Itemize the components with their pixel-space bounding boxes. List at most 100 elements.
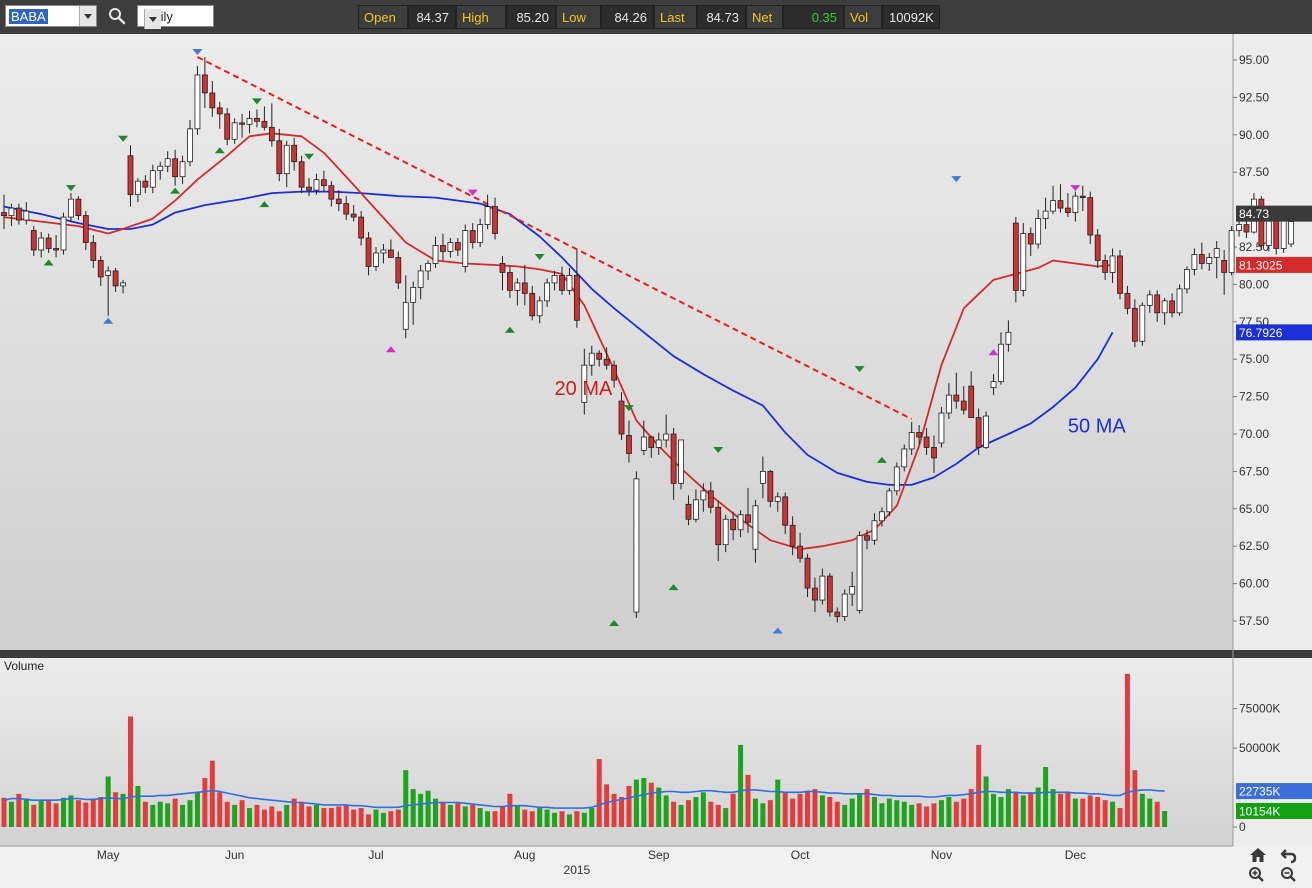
candle-body: [722, 518, 729, 546]
volume-bar: [805, 790, 811, 827]
volume-bar: [172, 798, 178, 827]
candle-body: [127, 155, 134, 196]
volume-bar: [269, 806, 275, 827]
candle-body: [536, 300, 543, 317]
volume-bar: [604, 784, 610, 827]
candle-body: [321, 179, 327, 187]
candle-body: [254, 117, 260, 122]
candle-body: [30, 230, 37, 251]
volume-bar: [165, 803, 171, 827]
candle-body: [759, 470, 766, 484]
candle-body: [603, 358, 610, 366]
volume-bar: [738, 744, 744, 827]
period-dropdown-chevron-down-icon[interactable]: [144, 9, 161, 29]
volume-bar: [1162, 810, 1168, 827]
candle-body: [38, 237, 45, 251]
candle-body: [164, 158, 171, 167]
period-select[interactable]: Daily: [137, 5, 214, 29]
volume-bar: [537, 808, 543, 827]
candle-body: [663, 433, 670, 441]
volume-bar: [16, 793, 22, 827]
price-tick-label: 95.00: [1239, 53, 1269, 67]
candle-body: [544, 282, 551, 302]
quote-last-label: Last: [654, 5, 697, 29]
candle-body: [484, 206, 491, 225]
ma50-line: [3, 190, 1114, 486]
search-icon[interactable]: [108, 7, 126, 25]
candle-body: [849, 586, 856, 595]
volume-bar: [1050, 789, 1056, 827]
volume-bar: [31, 804, 37, 827]
volume-average-line: [3, 789, 1165, 809]
volume-bar: [1072, 798, 1078, 827]
zoom-in-icon[interactable]: [1249, 867, 1264, 882]
price-value-label: 76.7926: [1239, 326, 1283, 340]
candle-body: [1035, 218, 1042, 245]
volume-bar: [455, 803, 461, 827]
candle-body: [826, 575, 833, 613]
candle-body: [60, 216, 67, 251]
volume-bar: [1080, 798, 1086, 827]
home-icon[interactable]: [1250, 848, 1266, 862]
candle-body: [745, 514, 751, 523]
candle-body: [224, 113, 231, 140]
swing-marker-triangle: [534, 253, 545, 260]
candle-body: [908, 432, 915, 450]
price-axis-background: [1233, 34, 1312, 650]
price-tick-label: 87.50: [1239, 165, 1269, 179]
volume-bar: [1028, 792, 1034, 827]
panel-divider[interactable]: [0, 650, 1312, 658]
candle-body: [797, 545, 803, 559]
candle-body: [209, 92, 216, 109]
candle-body: [700, 490, 707, 501]
price-tick-label: 67.50: [1239, 464, 1269, 478]
volume-bar: [388, 811, 394, 827]
candle-body: [804, 557, 811, 589]
candle-body: [343, 203, 350, 215]
candle-body: [75, 198, 82, 216]
candle-body: [559, 275, 565, 291]
volume-bar: [938, 800, 944, 827]
candle-body: [1117, 255, 1123, 294]
candle-body: [953, 394, 960, 402]
volume-bar: [916, 803, 922, 827]
candle-body: [387, 249, 394, 258]
candle-body: [410, 286, 417, 303]
candle-body: [8, 207, 15, 216]
candle-body: [566, 275, 573, 291]
symbol-dropdown-chevron-down-icon[interactable]: [79, 6, 96, 26]
undo-icon[interactable]: [1280, 849, 1297, 864]
candle-body: [983, 415, 989, 448]
price-tick-label: 60.00: [1239, 577, 1269, 591]
candle-body: [365, 237, 372, 267]
price-volume-chart[interactable]: 95.0092.5090.0087.5082.5080.0077.5075.00…: [0, 34, 1312, 885]
volume-bar: [522, 809, 528, 827]
volume-bar: [38, 800, 44, 827]
volume-bar: [276, 811, 282, 827]
volume-bar: [336, 806, 342, 827]
zoom-out-icon[interactable]: [1281, 867, 1296, 882]
swing-marker-triangle: [214, 147, 225, 154]
volume-bar: [797, 793, 803, 827]
candle-body: [812, 587, 818, 601]
volume-bar: [53, 803, 59, 827]
volume-bar: [462, 806, 468, 827]
volume-tick-label: 0: [1239, 820, 1246, 834]
volume-bar: [261, 809, 267, 827]
symbol-input[interactable]: BABA: [5, 5, 97, 27]
price-value-label-box: [1236, 256, 1312, 273]
candle-body: [1094, 234, 1101, 261]
volume-bar: [477, 808, 483, 827]
candle-body: [945, 394, 952, 414]
candle-body: [454, 242, 461, 251]
volume-bar: [1154, 801, 1160, 827]
volume-bar: [343, 804, 349, 827]
volume-bar: [641, 778, 647, 827]
volume-tick-label: 50000K: [1239, 741, 1280, 755]
candle-body: [968, 385, 975, 418]
candle-body: [551, 275, 558, 284]
volume-bar: [879, 803, 885, 827]
volume-bar: [633, 779, 639, 827]
candle-body: [1079, 195, 1086, 199]
candle-body: [179, 161, 186, 178]
